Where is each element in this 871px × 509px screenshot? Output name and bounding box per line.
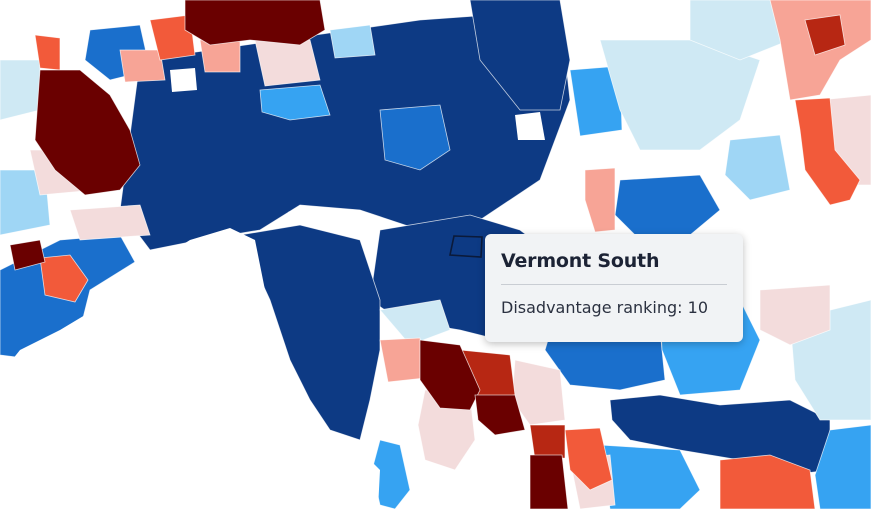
tooltip-metric-row: Disadvantage ranking: 10 — [501, 297, 727, 319]
region-north-salmon-2[interactable] — [199, 39, 241, 73]
region-west-palepink[interactable] — [69, 204, 151, 241]
tooltip-metric-value: 10 — [687, 298, 709, 317]
region-south-orangered[interactable] — [564, 427, 613, 491]
lake-north-east — [515, 112, 545, 140]
region-south-darkred-3[interactable] — [529, 454, 569, 509]
region-northeast-red[interactable] — [804, 14, 846, 56]
region-central-salmon[interactable] — [379, 337, 426, 383]
region-east-orangered[interactable] — [794, 97, 861, 206]
tooltip-title: Vermont South — [501, 250, 660, 272]
region-northeast-navy[interactable] — [469, 0, 571, 111]
region-north-salmon[interactable] — [119, 49, 166, 83]
region-southeast-midblue[interactable] — [814, 424, 871, 509]
reservoir-north — [170, 68, 197, 92]
region-tooltip: Vermont South Disadvantage ranking: 10 — [485, 234, 743, 342]
region-north-darkred[interactable] — [184, 0, 326, 46]
region-northeast-salmon-small[interactable] — [584, 167, 616, 233]
region-west-paleblue[interactable] — [0, 59, 41, 121]
region-north-midblue[interactable] — [259, 84, 331, 121]
region-northwest-darkred[interactable] — [34, 69, 141, 196]
region-west-orangered[interactable] — [39, 254, 89, 303]
bay-water — [0, 228, 380, 509]
region-west-darkred[interactable] — [9, 239, 46, 271]
region-west-lightblue[interactable] — [0, 169, 51, 236]
region-south-red-2[interactable] — [529, 424, 566, 461]
region-vermont-south-highlight[interactable] — [449, 235, 483, 258]
region-far-northeast-paleblue[interactable] — [689, 0, 791, 61]
tooltip-metric-label: Disadvantage ranking: — [501, 298, 683, 317]
region-east-central-blue[interactable] — [379, 104, 451, 171]
region-north-orangered[interactable] — [149, 14, 196, 61]
region-southeast-orangered[interactable] — [719, 454, 816, 509]
region-ne-lightblue[interactable] — [724, 134, 791, 201]
region-bay-shore-navy[interactable] — [239, 224, 381, 441]
lake-central — [288, 208, 307, 222]
region-central-paleblue[interactable] — [379, 299, 451, 346]
region-northeast-midblue[interactable] — [569, 65, 623, 137]
region-east-palepink[interactable] — [759, 284, 831, 346]
region-north-lightblue[interactable] — [329, 24, 376, 59]
region-north-palepink[interactable] — [254, 39, 321, 87]
region-south-darkred-2[interactable] — [474, 394, 526, 436]
region-south-darkred[interactable] — [419, 339, 481, 411]
tooltip-divider — [501, 284, 727, 285]
